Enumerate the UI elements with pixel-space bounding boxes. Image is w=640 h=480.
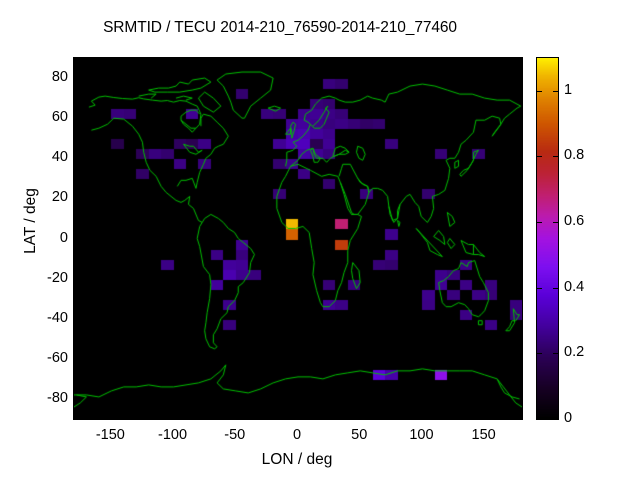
x-tick-label: 100 xyxy=(409,427,434,443)
colorbar-tick-mark xyxy=(537,353,542,354)
colorbar-tick-label: 0 xyxy=(564,410,573,426)
colorbar-tick-mark xyxy=(553,288,558,289)
colorbar-tick-label: 1 xyxy=(564,81,573,98)
x-tick-label: 50 xyxy=(351,427,368,443)
heatmap-plot-area[interactable] xyxy=(73,57,523,420)
colorbar-tick-label: 0.8 xyxy=(564,147,585,164)
y-axis-ticks: -80 -60 -40 -20 0 20 40 60 80 xyxy=(0,0,68,480)
colorbar[interactable] xyxy=(536,57,559,420)
y-tick-label: -20 xyxy=(47,269,68,286)
colorbar-tick-mark xyxy=(553,222,558,223)
y-tick-label: -80 xyxy=(47,389,68,406)
colorbar-tick-label: 0.6 xyxy=(564,213,585,230)
colorbar-tick-label: 0.4 xyxy=(564,278,585,295)
colorbar-tick-mark xyxy=(553,91,558,92)
colorbar-tick-label: 0.2 xyxy=(564,344,585,361)
x-tick-label: -50 xyxy=(224,427,246,443)
colorbar-tick-mark xyxy=(537,419,542,420)
y-tick-label: 0 xyxy=(59,229,68,246)
x-tick-label: -100 xyxy=(158,427,188,443)
x-axis-ticks: -150 -100 -50 0 50 100 150 xyxy=(0,428,640,448)
y-tick-label: -60 xyxy=(47,349,68,366)
page-title: SRMTID / TECU 2014-210_76590-2014-210_77… xyxy=(103,19,457,36)
colorbar-gradient xyxy=(537,58,558,419)
colorbar-tick-mark xyxy=(553,353,558,354)
y-tick-label: 60 xyxy=(51,109,68,126)
y-axis-label: LAT / deg xyxy=(22,188,39,254)
y-tick-label: 80 xyxy=(51,69,68,86)
y-tick-label: 20 xyxy=(51,189,68,206)
colorbar-tick-mark xyxy=(537,222,542,223)
colorbar-tick-mark xyxy=(537,288,542,289)
colorbar-tick-labels: 0 0.2 0.4 0.6 0.8 1 xyxy=(560,0,620,480)
colorbar-tick-mark xyxy=(537,91,542,92)
colorbar-tick-mark xyxy=(553,156,558,157)
x-tick-label: 150 xyxy=(471,427,496,443)
colorbar-tick-mark xyxy=(537,156,542,157)
y-tick-label: 40 xyxy=(51,149,68,166)
coastline-overlay-canvas xyxy=(74,58,522,419)
colorbar-tick-mark xyxy=(553,419,558,420)
x-axis-label: LON / deg xyxy=(261,451,333,468)
x-tick-label: -150 xyxy=(95,427,125,443)
y-tick-label: -40 xyxy=(47,309,68,326)
x-tick-label: 0 xyxy=(292,427,302,443)
